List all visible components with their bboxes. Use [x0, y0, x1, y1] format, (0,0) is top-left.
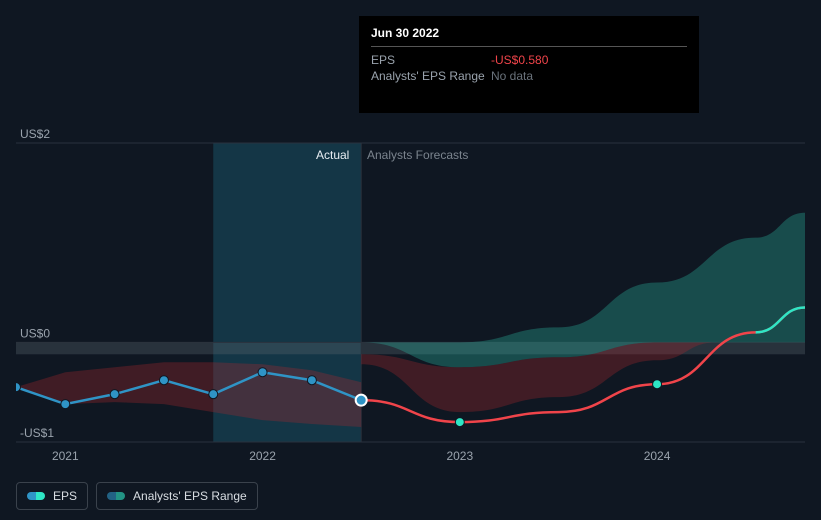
svg-text:2023: 2023: [446, 449, 473, 463]
legend-range-swatch: [107, 492, 125, 500]
legend-range-label: Analysts' EPS Range: [133, 489, 247, 503]
svg-text:US$0: US$0: [20, 326, 50, 340]
svg-text:-US$1: -US$1: [20, 426, 54, 440]
svg-text:US$2: US$2: [20, 127, 50, 141]
svg-text:2021: 2021: [52, 449, 79, 463]
tooltip-eps-value: -US$0.580: [491, 53, 548, 67]
legend: EPS Analysts' EPS Range: [16, 482, 258, 510]
tooltip-eps-label: EPS: [371, 53, 491, 67]
forecast-label: Analysts Forecasts: [367, 148, 468, 162]
tooltip-date: Jun 30 2022: [371, 26, 687, 40]
legend-eps-swatch: [27, 492, 45, 500]
svg-text:2024: 2024: [644, 449, 671, 463]
tooltip-range-label: Analysts' EPS Range: [371, 69, 491, 83]
tooltip-range-value: No data: [491, 69, 533, 83]
legend-eps-label: EPS: [53, 489, 77, 503]
chart-tooltip: Jun 30 2022 EPS -US$0.580 Analysts' EPS …: [359, 16, 699, 113]
svg-text:2022: 2022: [249, 449, 276, 463]
actual-label: Actual: [316, 148, 349, 162]
legend-eps[interactable]: EPS: [16, 482, 88, 510]
legend-range[interactable]: Analysts' EPS Range: [96, 482, 258, 510]
